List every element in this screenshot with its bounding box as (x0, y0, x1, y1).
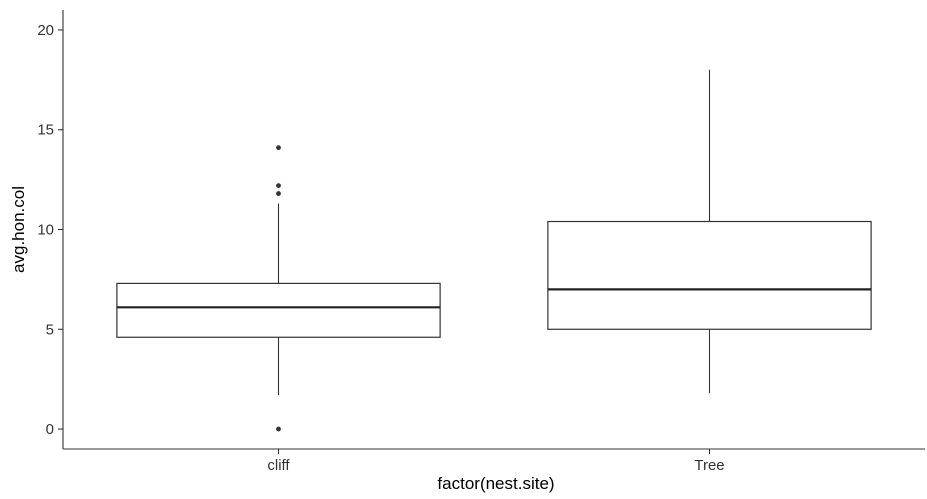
x-tick-label-cliff: cliff (267, 457, 290, 474)
x-axis: cliff Tree (63, 448, 925, 474)
iqr-box (547, 220, 872, 330)
y-tick-label: 15 (37, 122, 54, 139)
outlier-point (276, 145, 281, 151)
y-axis: 0 5 10 15 20 (37, 10, 64, 449)
box-tree (547, 69, 872, 394)
x-tick-label-tree: Tree (694, 457, 724, 474)
y-tick-label: 5 (46, 321, 54, 338)
y-tick-label: 10 (37, 222, 54, 239)
x-axis-title: factor(nest.site) (437, 474, 554, 493)
boxes (116, 69, 872, 432)
outlier-point (276, 191, 281, 196)
y-axis-title: avg.hon.col (9, 186, 28, 273)
outlier-point (276, 426, 281, 432)
iqr-box (116, 282, 441, 338)
y-tick-label: 20 (37, 22, 54, 39)
outlier-point (276, 183, 281, 189)
box-cliff (116, 145, 441, 432)
y-tick-label: 0 (46, 421, 54, 438)
